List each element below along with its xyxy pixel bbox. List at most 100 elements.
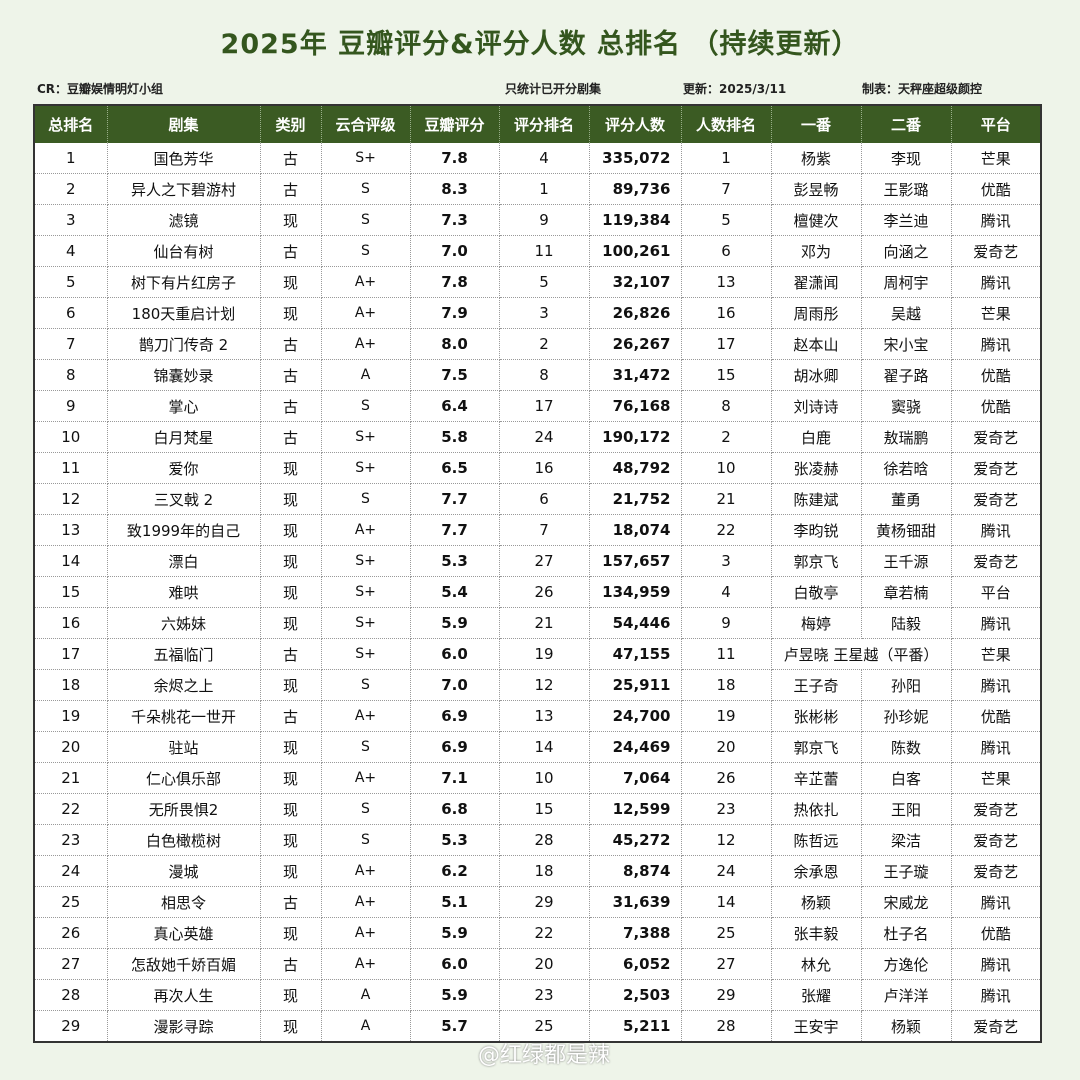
cell-yunhe-grade: A+ — [321, 297, 411, 329]
cell-score-rank: 18 — [499, 855, 590, 887]
cell-platform: 爱奇艺 — [951, 545, 1042, 577]
cell-score-rank: 8 — [499, 359, 590, 391]
cell-score-rank: 21 — [499, 607, 590, 639]
cell-count-rank: 24 — [681, 855, 772, 887]
table-row: 1 国色芳华古 S+ 7.8 4 335,072 1 杨紫 李现 芒果 — [34, 143, 1042, 174]
cell-douban-score: 8.3 — [410, 173, 500, 205]
cell-lead-actor: 梅婷 — [771, 607, 862, 639]
cell-yunhe-grade: A+ — [321, 886, 411, 918]
cell-yunhe-grade: S — [321, 483, 411, 515]
cell-count-rank: 1 — [681, 143, 772, 174]
cell-score-rank: 19 — [499, 638, 590, 670]
cell-rating-count: 76,168 — [589, 390, 682, 422]
cell-rating-count: 26,826 — [589, 297, 682, 329]
cell-count-rank: 5 — [681, 204, 772, 236]
cell-platform: 爱奇艺 — [951, 421, 1042, 453]
cell-genre: 现 — [260, 793, 322, 825]
cell-douban-score: 5.4 — [410, 576, 500, 608]
cell-rank: 22 — [34, 793, 108, 825]
cell-score-rank: 12 — [499, 669, 590, 701]
cell-score-rank: 7 — [499, 514, 590, 546]
cell-title: 国色芳华 — [107, 143, 261, 174]
table-row: 22 无所畏惧2 现 S 6.8 15 12,599 23 热依扎 王阳 爱奇艺 — [34, 793, 1042, 825]
cell-rank: 9 — [34, 390, 108, 422]
credit-text: CR：豆瓣娱情明灯小组 — [37, 82, 164, 96]
cell-count-rank: 12 — [681, 824, 772, 856]
cell-lead-actor: 王子奇 — [771, 669, 862, 701]
cell-title: 鹊刀门传奇 2 — [107, 328, 261, 360]
column-header-rating-count: 评分人数 — [589, 105, 682, 143]
cell-count-rank: 7 — [681, 173, 772, 205]
table-row: 5 树下有片红房子现 A+ 7.8 5 32,107 13 翟潇闻 周柯宇 腾讯 — [34, 266, 1042, 298]
cell-second-lead: 陆毅 — [861, 607, 952, 639]
cell-rating-count: 12,599 — [589, 793, 682, 825]
cell-rating-count: 134,959 — [589, 576, 682, 608]
cell-lead-actor: 张丰毅 — [771, 917, 862, 949]
cell-platform: 腾讯 — [951, 979, 1042, 1011]
column-header-count-rank: 人数排名 — [681, 105, 772, 143]
table-header: 总排名 剧集 类别 云合评级 豆瓣评分 评分排名 评分人数 人数排名 一番 二番 平台 — [34, 105, 1042, 143]
cell-lead-actor: 李昀锐 — [771, 514, 862, 546]
cell-count-rank: 4 — [681, 576, 772, 608]
cell-lead-actor: 陈建斌 — [771, 483, 862, 515]
cell-genre: 古 — [260, 700, 322, 732]
cell-lead-actor: 白鹿 — [771, 421, 862, 453]
cell-lead-actor: 辛芷蕾 — [771, 762, 862, 794]
cell-rating-count: 24,700 — [589, 700, 682, 732]
cell-yunhe-grade: S+ — [321, 421, 411, 453]
cell-lead-actor: 余承恩 — [771, 855, 862, 887]
cell-second-lead: 方逸伦 — [861, 948, 952, 980]
cell-douban-score: 7.7 — [410, 483, 500, 515]
cell-second-lead: 宋威龙 — [861, 886, 952, 918]
cell-rank: 8 — [34, 359, 108, 391]
cell-yunhe-grade: S+ — [321, 545, 411, 577]
cell-genre: 古 — [260, 328, 322, 360]
cell-score-rank: 1 — [499, 173, 590, 205]
cell-douban-score: 5.9 — [410, 917, 500, 949]
cell-rank: 15 — [34, 576, 108, 608]
cell-rank: 25 — [34, 886, 108, 918]
cell-platform: 爱奇艺 — [951, 235, 1042, 267]
cell-rank: 2 — [34, 173, 108, 205]
cell-yunhe-grade: A+ — [321, 917, 411, 949]
table-row: 2 异人之下碧游村古 S 8.3 1 89,736 7 彭昱畅 王影璐 优酷 — [34, 173, 1042, 205]
cell-lead-actor: 王安宇 — [771, 1010, 862, 1043]
cell-second-lead: 宋小宝 — [861, 328, 952, 360]
cell-rating-count: 18,074 — [589, 514, 682, 546]
cell-title: 怎敌她千娇百媚 — [107, 948, 261, 980]
cell-rating-count: 119,384 — [589, 204, 682, 236]
cell-lead-actor: 林允 — [771, 948, 862, 980]
cell-count-rank: 15 — [681, 359, 772, 391]
cell-title: 白月梵星 — [107, 421, 261, 453]
cell-douban-score: 6.9 — [410, 700, 500, 732]
cell-rating-count: 190,172 — [589, 421, 682, 453]
cell-genre: 现 — [260, 607, 322, 639]
cell-platform: 爱奇艺 — [951, 1010, 1042, 1043]
column-header-rank: 总排名 — [34, 105, 108, 143]
cell-title: 锦囊妙录 — [107, 359, 261, 391]
cell-douban-score: 7.0 — [410, 669, 500, 701]
cell-count-rank: 22 — [681, 514, 772, 546]
cell-count-rank: 10 — [681, 452, 772, 484]
cell-rank: 20 — [34, 731, 108, 763]
table-row: 8 锦囊妙录古 A 7.5 8 31,472 15 胡冰卿 翟子路 优酷 — [34, 359, 1042, 391]
cell-rating-count: 54,446 — [589, 607, 682, 639]
cell-rank: 10 — [34, 421, 108, 453]
cell-title: 千朵桃花一世开 — [107, 700, 261, 732]
cell-rank: 4 — [34, 235, 108, 267]
cell-platform: 爱奇艺 — [951, 824, 1042, 856]
cell-second-lead: 王千源 — [861, 545, 952, 577]
watermark: @红绿都是辣 — [478, 1043, 611, 1068]
cell-yunhe-grade: A+ — [321, 948, 411, 980]
cell-score-rank: 13 — [499, 700, 590, 732]
table-row: 26 真心英雄现 A+ 5.9 22 7,388 25 张丰毅 杜子名 优酷 — [34, 917, 1042, 949]
cell-title: 白色橄榄树 — [107, 824, 261, 856]
cell-rating-count: 89,736 — [589, 173, 682, 205]
cell-second-lead: 陈数 — [861, 731, 952, 763]
cell-title: 相思令 — [107, 886, 261, 918]
cell-title: 掌心 — [107, 390, 261, 422]
cell-genre: 现 — [260, 483, 322, 515]
cell-count-rank: 28 — [681, 1010, 772, 1043]
cell-platform: 腾讯 — [951, 328, 1042, 360]
cell-yunhe-grade: A — [321, 359, 411, 391]
